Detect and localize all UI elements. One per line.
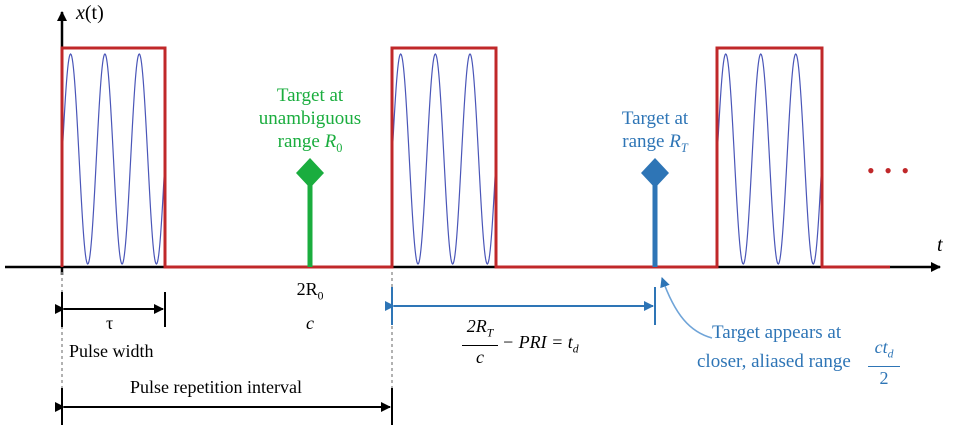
far-target-line1: Target at bbox=[621, 108, 689, 129]
y-axis-label-arg: (t) bbox=[84, 2, 104, 24]
unambiguous-target-line3: range R0 bbox=[277, 131, 343, 155]
pulse-train-envelope bbox=[60, 46, 890, 269]
far-target-line2: range RT bbox=[622, 131, 688, 155]
aliased-frac-numerator: ctd bbox=[874, 337, 894, 361]
aliased-range-fraction: ctd 2 bbox=[868, 337, 900, 388]
aliased-frac-denominator: 2 bbox=[879, 367, 889, 388]
continuation-ellipsis: • • • bbox=[867, 158, 912, 183]
carrier-wave-2 bbox=[391, 53, 497, 265]
far-target-diamond bbox=[641, 158, 669, 188]
unambiguous-target-diamond bbox=[296, 158, 324, 188]
aliased-range-line1: Target appears at bbox=[712, 322, 842, 343]
carrier-wave-1 bbox=[61, 53, 166, 265]
unambiguous-target-line1: Target at bbox=[276, 85, 344, 106]
y-axis-label-symbol: x bbox=[76, 2, 85, 24]
carrier-wave-3 bbox=[716, 53, 823, 265]
pri-label: Pulse repetition interval bbox=[130, 377, 302, 397]
round-trip-numerator: 2R0 bbox=[296, 279, 324, 303]
delay-fraction: 2RT c bbox=[462, 316, 498, 367]
delay-denominator: c bbox=[476, 346, 484, 367]
delay-equation-rest: − PRI = td bbox=[502, 332, 579, 356]
y-axis-label: x(t) bbox=[76, 2, 104, 25]
pulse-width-label: Pulse width bbox=[69, 341, 154, 361]
unambiguous-target-label: Target at unambiguous range R0 bbox=[245, 84, 375, 160]
round-trip-denominator: c bbox=[306, 312, 314, 333]
tau-label: τ bbox=[106, 313, 114, 333]
unambiguous-target-line2: unambiguous bbox=[258, 108, 362, 129]
far-target-label: Target at range RT bbox=[595, 107, 715, 160]
aliased-range-line2: closer, aliased range bbox=[697, 351, 851, 372]
aliased-pointer-arrow bbox=[660, 277, 713, 339]
x-axis-label: t bbox=[937, 234, 943, 256]
delay-numerator: 2RT bbox=[466, 316, 494, 340]
round-trip-fraction: 2R0 c bbox=[280, 276, 340, 336]
